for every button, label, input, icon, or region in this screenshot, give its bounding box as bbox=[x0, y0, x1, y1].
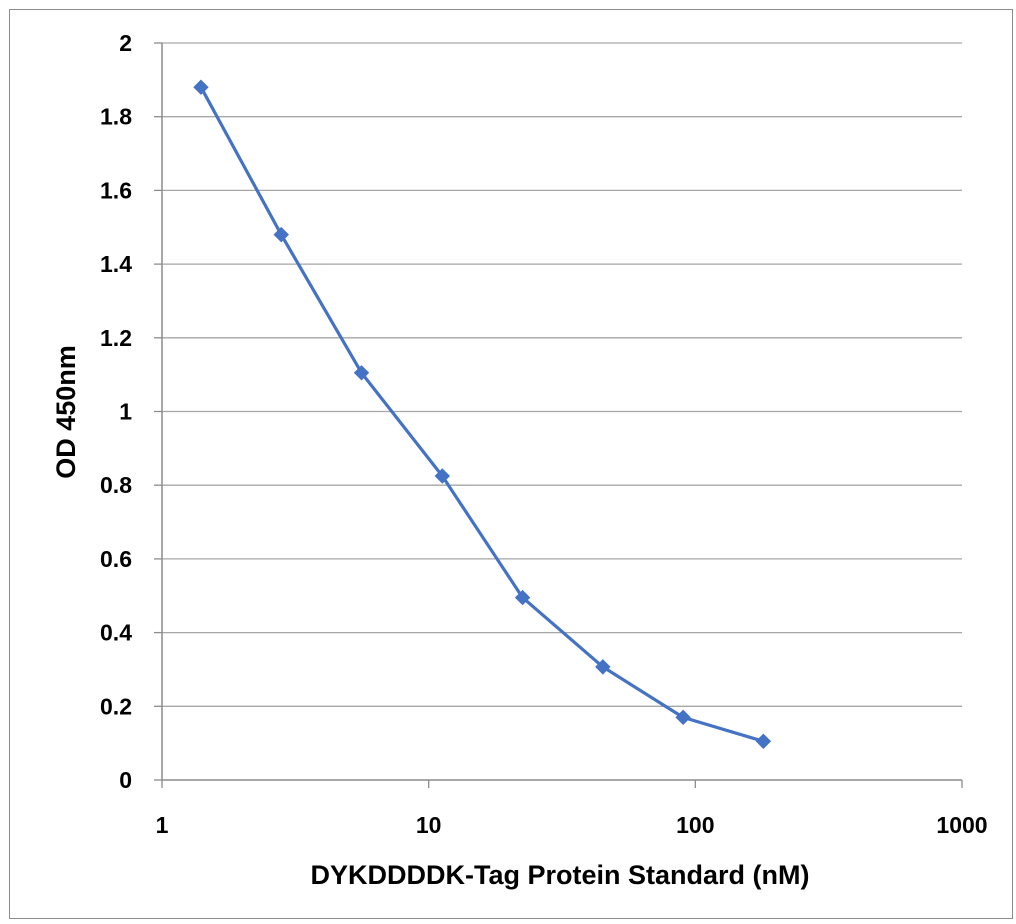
series-line-0 bbox=[199, 86, 764, 743]
gridlines bbox=[162, 42, 962, 707]
data-point-marker bbox=[514, 589, 531, 606]
y-tick-label: 0.4 bbox=[100, 620, 132, 646]
data-series bbox=[193, 79, 772, 750]
axes bbox=[154, 42, 963, 788]
y-tick-label: 0.6 bbox=[100, 546, 132, 572]
y-tick-label: 0.8 bbox=[100, 472, 132, 498]
y-axis-title: OD 450nm bbox=[51, 345, 81, 479]
chart-frame bbox=[9, 9, 1013, 919]
y-tick-label: 1.2 bbox=[100, 325, 132, 351]
data-point-marker bbox=[273, 226, 289, 243]
data-point-marker bbox=[353, 365, 370, 381]
y-tick-label: 0.2 bbox=[100, 693, 132, 719]
x-tick-label: 1000 bbox=[936, 812, 987, 838]
data-point-marker bbox=[434, 468, 451, 484]
y-tick-label: 1 bbox=[119, 399, 132, 425]
x-tick-labels: 1 10 100 1000 bbox=[156, 812, 988, 838]
y-tick-label: 1.6 bbox=[100, 177, 132, 203]
x-tick-label: 100 bbox=[676, 812, 714, 838]
data-point-marker bbox=[595, 659, 611, 675]
y-tick-label: 2 bbox=[119, 30, 132, 56]
x-axis-title: DYKDDDDK-Tag Protein Standard (nM) bbox=[311, 860, 810, 890]
data-point-marker bbox=[675, 709, 691, 726]
data-point-marker bbox=[755, 733, 772, 750]
data-point-marker bbox=[193, 79, 209, 95]
y-tick-label: 0 bbox=[119, 767, 132, 793]
y-tick-labels: 0 0.2 0.4 0.6 0.8 1 1.2 1.4 1.6 1.8 2 bbox=[100, 30, 132, 793]
x-tick-label: 1 bbox=[156, 812, 169, 838]
y-tick-label: 1.4 bbox=[100, 251, 132, 277]
x-tick-label: 10 bbox=[416, 812, 442, 838]
y-tick-label: 1.8 bbox=[100, 104, 132, 130]
